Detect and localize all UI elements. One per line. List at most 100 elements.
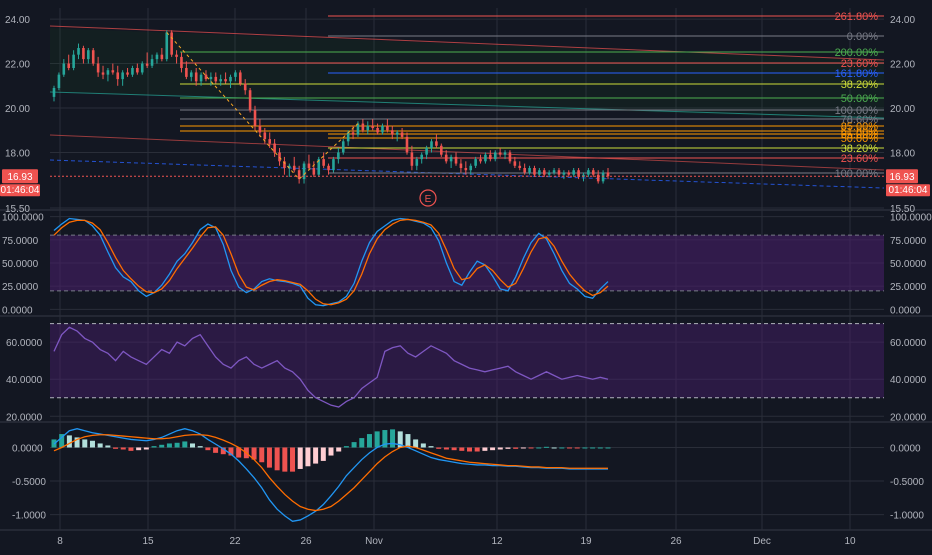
candle-body[interactable] bbox=[415, 159, 419, 166]
macd-pane[interactable] bbox=[51, 428, 611, 522]
candle-body[interactable] bbox=[106, 70, 110, 75]
candle-body[interactable] bbox=[297, 170, 301, 180]
candle-body[interactable] bbox=[87, 50, 90, 60]
candle-body[interactable] bbox=[52, 88, 56, 97]
candle-body[interactable] bbox=[101, 72, 105, 75]
stochastic-pane[interactable] bbox=[50, 217, 884, 307]
candle-body[interactable] bbox=[327, 165, 330, 171]
candle-body[interactable] bbox=[518, 165, 522, 168]
candle-body[interactable] bbox=[346, 132, 350, 142]
candle-body[interactable] bbox=[425, 148, 428, 155]
candle-body[interactable] bbox=[273, 143, 276, 153]
candle-body[interactable] bbox=[420, 154, 423, 160]
candle-body[interactable] bbox=[533, 168, 536, 175]
candle-body[interactable] bbox=[82, 48, 85, 60]
candle-body[interactable] bbox=[464, 168, 468, 171]
rsi-pane[interactable] bbox=[50, 323, 884, 408]
candle-body[interactable] bbox=[170, 32, 173, 55]
candle-body[interactable] bbox=[337, 152, 340, 160]
macd-line-1[interactable] bbox=[53, 434, 608, 512]
candle-body[interactable] bbox=[376, 128, 379, 133]
candle-body[interactable] bbox=[508, 152, 512, 162]
candle-body[interactable] bbox=[606, 172, 610, 177]
candle-body[interactable] bbox=[503, 152, 507, 155]
candle-body[interactable] bbox=[361, 123, 365, 131]
candle-body[interactable] bbox=[204, 74, 208, 80]
candle-body[interactable] bbox=[234, 72, 237, 77]
candle-body[interactable] bbox=[302, 163, 306, 180]
candle-body[interactable] bbox=[366, 125, 370, 131]
candle-body[interactable] bbox=[435, 141, 438, 146]
candle-body[interactable] bbox=[140, 63, 144, 73]
candle-body[interactable] bbox=[493, 152, 497, 160]
candle-body[interactable] bbox=[601, 172, 605, 182]
candle-body[interactable] bbox=[440, 145, 443, 155]
candle-body[interactable] bbox=[484, 154, 487, 162]
candle-body[interactable] bbox=[322, 159, 325, 166]
stochastic-line-0[interactable] bbox=[53, 217, 609, 307]
candle-body[interactable] bbox=[557, 170, 561, 175]
stochastic-line-1[interactable] bbox=[53, 218, 609, 306]
candle-body[interactable] bbox=[410, 152, 414, 166]
candle-body[interactable] bbox=[116, 72, 120, 80]
candle-body[interactable] bbox=[214, 76, 218, 82]
candle-body[interactable] bbox=[459, 163, 463, 168]
candle-body[interactable] bbox=[454, 156, 458, 164]
candle-body[interactable] bbox=[145, 63, 149, 66]
candle-body[interactable] bbox=[474, 159, 477, 166]
price-pane[interactable]: 261.80%0.00%200.00%23.60%161.80%38.20%50… bbox=[49, 11, 885, 207]
candle-body[interactable] bbox=[572, 170, 575, 175]
candle-body[interactable] bbox=[523, 168, 526, 173]
candle-body[interactable] bbox=[312, 168, 316, 175]
candle-body[interactable] bbox=[332, 159, 335, 171]
candle-body[interactable] bbox=[381, 125, 384, 133]
candle-body[interactable] bbox=[278, 152, 281, 162]
candle-body[interactable] bbox=[209, 76, 213, 80]
candle-body[interactable] bbox=[77, 48, 80, 55]
candle-body[interactable] bbox=[405, 136, 409, 153]
candle-body[interactable] bbox=[160, 54, 164, 60]
candle-body[interactable] bbox=[479, 159, 482, 162]
candle-body[interactable] bbox=[253, 110, 257, 126]
candle-body[interactable] bbox=[528, 168, 531, 173]
candle-body[interactable] bbox=[185, 68, 188, 77]
candle-body[interactable] bbox=[444, 154, 448, 162]
candle-body[interactable] bbox=[219, 79, 222, 82]
candle-body[interactable] bbox=[400, 132, 404, 137]
candle-body[interactable] bbox=[268, 139, 272, 144]
candle-body[interactable] bbox=[469, 165, 473, 171]
candle-body[interactable] bbox=[386, 125, 389, 131]
candle-body[interactable] bbox=[199, 74, 203, 82]
candle-body[interactable] bbox=[136, 68, 139, 73]
candle-body[interactable] bbox=[96, 63, 100, 73]
candle-body[interactable] bbox=[587, 170, 590, 175]
candle-body[interactable] bbox=[258, 125, 262, 133]
candle-body[interactable] bbox=[155, 54, 159, 60]
candle-body[interactable] bbox=[126, 72, 129, 75]
candle-body[interactable] bbox=[567, 172, 571, 175]
candle-body[interactable] bbox=[395, 132, 399, 135]
candle-body[interactable] bbox=[131, 68, 134, 75]
candle-body[interactable] bbox=[547, 172, 551, 175]
candle-body[interactable] bbox=[111, 70, 115, 73]
candle-body[interactable] bbox=[243, 83, 247, 91]
candle-body[interactable] bbox=[498, 152, 502, 155]
rsi-line-0[interactable] bbox=[53, 326, 609, 408]
candle-body[interactable] bbox=[283, 161, 286, 168]
candle-body[interactable] bbox=[538, 170, 541, 175]
candle-body[interactable] bbox=[596, 174, 600, 182]
candle-body[interactable] bbox=[72, 54, 75, 68]
candle-body[interactable] bbox=[430, 141, 433, 148]
candle-body[interactable] bbox=[239, 72, 242, 84]
candle-body[interactable] bbox=[165, 32, 169, 60]
candle-body[interactable] bbox=[307, 163, 311, 168]
candle-body[interactable] bbox=[390, 130, 394, 135]
candle-body[interactable] bbox=[194, 72, 198, 82]
candle-body[interactable] bbox=[356, 123, 360, 135]
candle-body[interactable] bbox=[292, 165, 296, 171]
candle-body[interactable] bbox=[229, 76, 232, 82]
candle-body[interactable] bbox=[150, 59, 154, 66]
candle-body[interactable] bbox=[91, 50, 95, 64]
